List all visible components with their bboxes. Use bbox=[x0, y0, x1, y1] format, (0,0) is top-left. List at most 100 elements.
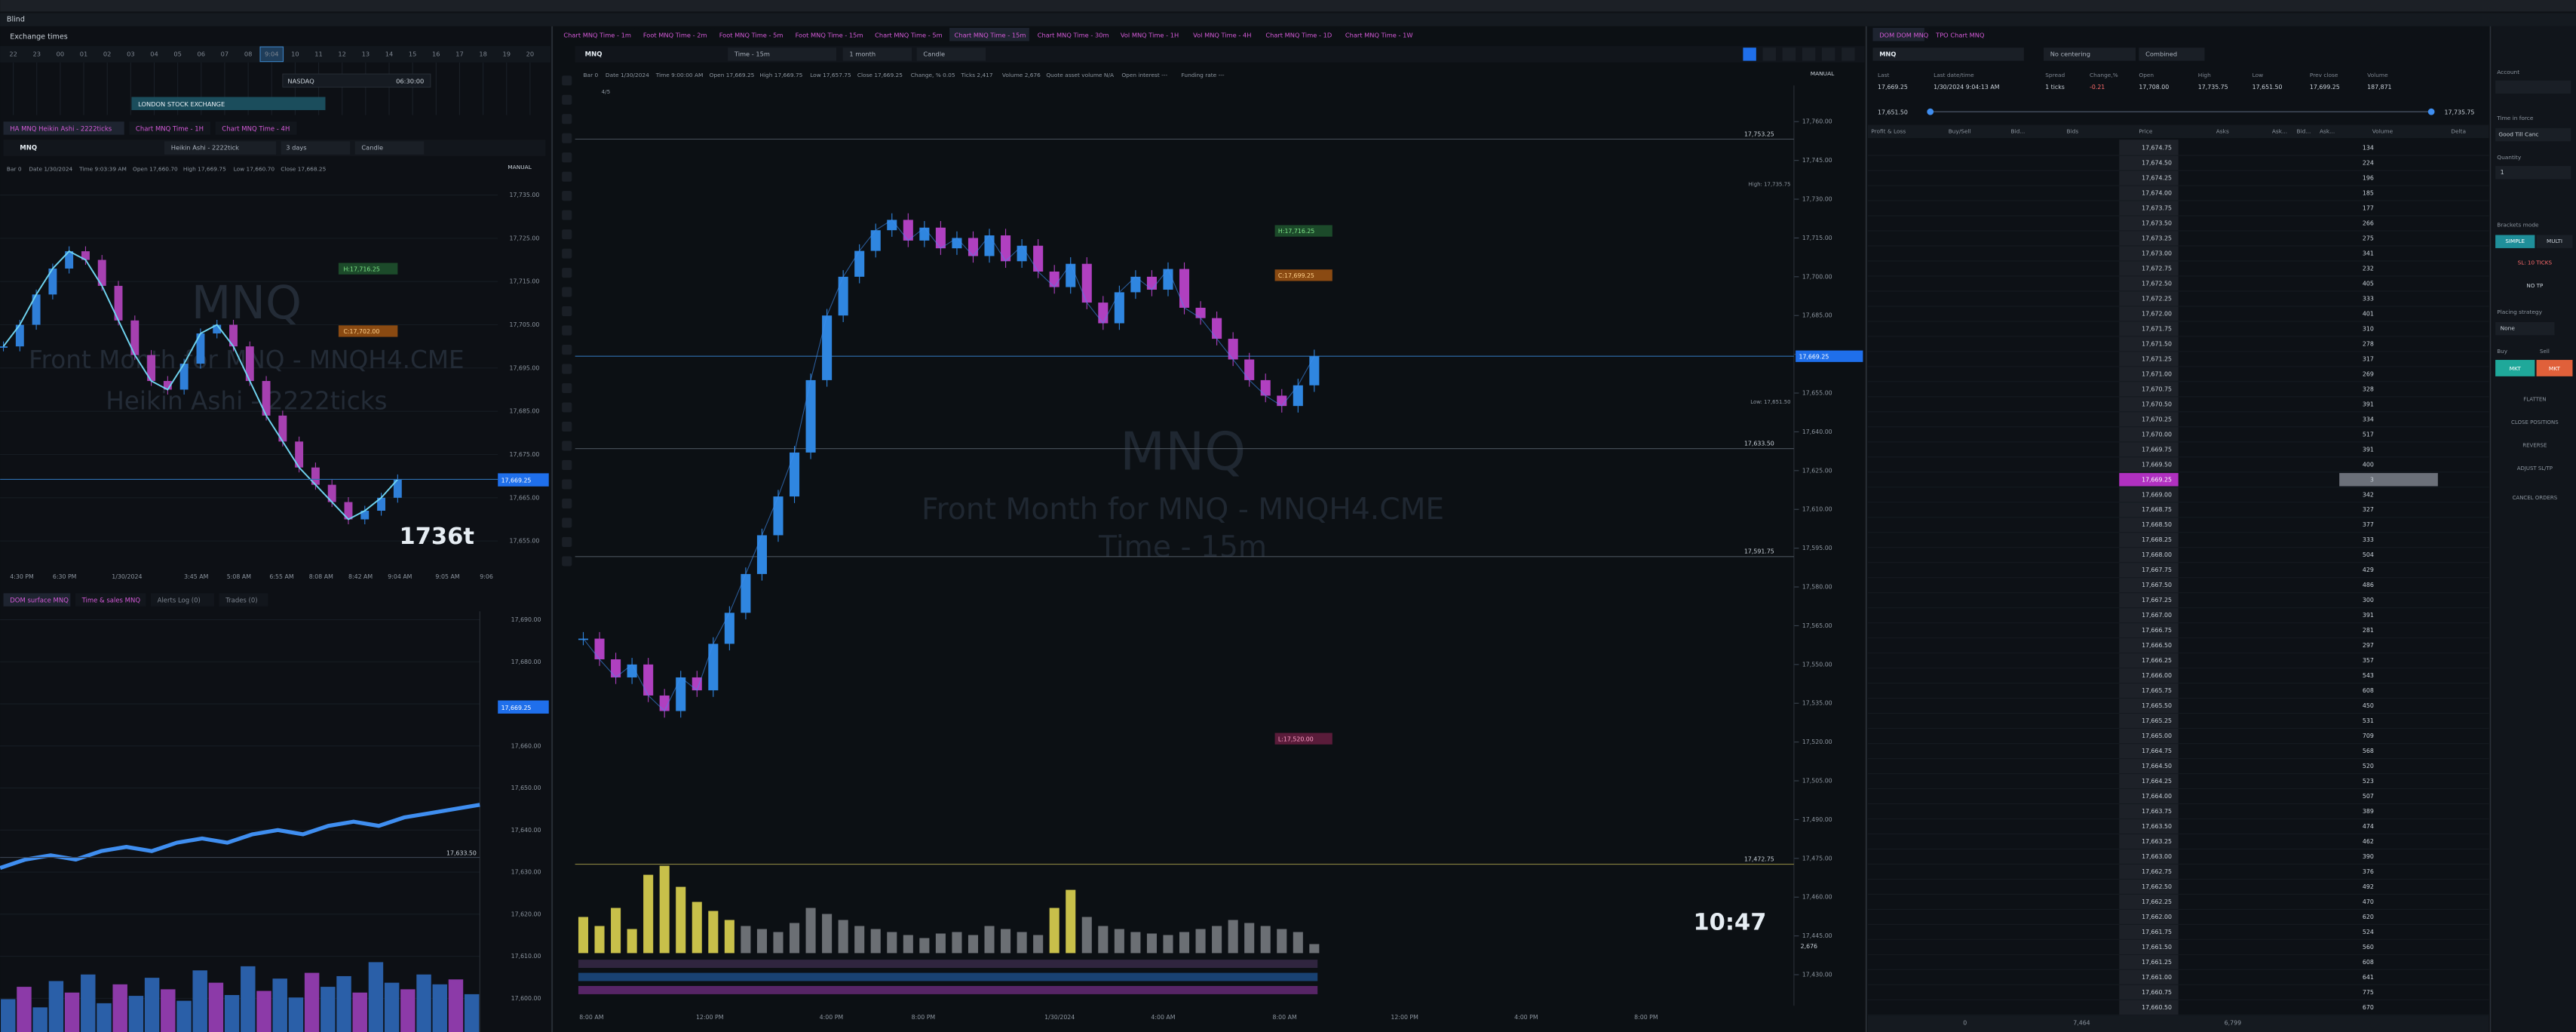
price-cell[interactable]: 17,662.00 bbox=[2142, 914, 2172, 920]
price-cell[interactable]: 17,666.50 bbox=[2142, 642, 2172, 649]
sell-market[interactable]: MKT bbox=[2549, 365, 2561, 372]
price-cell[interactable]: 17,667.25 bbox=[2142, 597, 2172, 604]
tab-label[interactable]: DOM DOM MNQ bbox=[1879, 31, 1929, 38]
price-cell[interactable]: 17,667.50 bbox=[2142, 582, 2172, 588]
bracket-multi[interactable] bbox=[2536, 235, 2573, 248]
tab-label[interactable]: DOM surface MNQ bbox=[10, 597, 69, 605]
tab-label[interactable]: Foot MNQ Time - 5m bbox=[719, 31, 784, 38]
price-cell[interactable]: 17,672.00 bbox=[2142, 310, 2172, 317]
tab[interactable] bbox=[219, 593, 268, 607]
price-cell[interactable]: 17,661.00 bbox=[2142, 974, 2172, 981]
dropdown[interactable] bbox=[728, 48, 836, 61]
tab-label[interactable]: Chart MNQ Time - 1D bbox=[1265, 31, 1332, 38]
price-cell[interactable]: 17,669.00 bbox=[2142, 491, 2172, 498]
drawing-tool[interactable] bbox=[562, 75, 572, 86]
price-cell[interactable]: 17,670.75 bbox=[2142, 385, 2172, 392]
price-cell[interactable]: 17,674.25 bbox=[2142, 175, 2172, 182]
dropdown[interactable] bbox=[916, 48, 986, 61]
price-cell[interactable]: 17,665.00 bbox=[2142, 733, 2172, 739]
price-cell[interactable]: 17,673.50 bbox=[2142, 220, 2172, 226]
toolbar-button[interactable] bbox=[1821, 48, 1835, 61]
mode[interactable]: Combined bbox=[2145, 50, 2177, 57]
price-cell[interactable]: 17,672.25 bbox=[2142, 295, 2172, 302]
drawing-tool[interactable] bbox=[562, 191, 572, 201]
buy-button[interactable] bbox=[2495, 360, 2535, 376]
tab[interactable] bbox=[869, 28, 946, 41]
tab[interactable] bbox=[558, 28, 635, 41]
bracket-simple[interactable] bbox=[2495, 235, 2535, 248]
tab-label[interactable]: Vol MNQ Time - 1H bbox=[1121, 31, 1179, 38]
tab-label[interactable]: Alerts Log (0) bbox=[158, 597, 201, 605]
dropdown[interactable] bbox=[2044, 48, 2136, 61]
period[interactable]: 1 month bbox=[849, 50, 876, 57]
action-button[interactable]: FLATTEN bbox=[2523, 396, 2546, 402]
bracket-option[interactable]: MULTI bbox=[2547, 238, 2562, 244]
tab-label[interactable]: Trades (0) bbox=[225, 597, 257, 605]
drawing-tool[interactable] bbox=[562, 382, 572, 394]
price-cell[interactable]: 17,668.25 bbox=[2142, 536, 2172, 543]
price-cell[interactable]: 17,665.75 bbox=[2142, 687, 2172, 694]
price-cell[interactable]: 17,662.50 bbox=[2142, 883, 2172, 890]
drawing-tool[interactable] bbox=[562, 556, 572, 567]
tab[interactable] bbox=[1188, 28, 1258, 41]
tab-label[interactable]: Chart MNQ Time - 1m bbox=[563, 31, 631, 38]
tab[interactable] bbox=[714, 28, 787, 41]
price-cell[interactable]: 17,671.25 bbox=[2142, 355, 2172, 362]
drawing-tool[interactable] bbox=[562, 479, 572, 490]
drawing-tool[interactable] bbox=[562, 229, 572, 240]
price-cell[interactable]: 17,660.50 bbox=[2142, 1004, 2172, 1011]
tab-label[interactable]: Foot MNQ Time - 2m bbox=[643, 31, 707, 38]
toolbar-button[interactable] bbox=[1782, 48, 1796, 61]
drawing-tool[interactable] bbox=[562, 345, 572, 355]
tab[interactable] bbox=[949, 28, 1029, 41]
price-cell[interactable]: 17,670.00 bbox=[2142, 431, 2172, 438]
tab[interactable] bbox=[1340, 28, 1417, 41]
price-cell[interactable]: 17,671.50 bbox=[2142, 340, 2172, 347]
price-cell[interactable]: 17,671.00 bbox=[2142, 370, 2172, 377]
symbol[interactable]: MNQ bbox=[1879, 50, 1896, 57]
strategy-value[interactable]: None bbox=[2501, 325, 2516, 332]
price-cell[interactable]: 17,668.50 bbox=[2142, 521, 2172, 528]
style[interactable]: Candle bbox=[361, 144, 383, 152]
price-cell[interactable]: 17,661.50 bbox=[2142, 944, 2172, 951]
stop-loss[interactable]: SL: 10 TICKS bbox=[2518, 260, 2553, 266]
tab-label[interactable]: Time & sales MNQ bbox=[81, 597, 141, 605]
price-cell[interactable]: 17,665.50 bbox=[2142, 702, 2172, 709]
drawing-tool[interactable] bbox=[562, 536, 572, 547]
price-cell[interactable]: 17,672.75 bbox=[2142, 265, 2172, 272]
drawing-tool[interactable] bbox=[562, 133, 572, 143]
dropdown[interactable] bbox=[354, 141, 425, 155]
toolbar-button[interactable] bbox=[1802, 48, 1816, 61]
dropdown[interactable] bbox=[842, 48, 912, 61]
quantity-value[interactable]: 1 bbox=[2501, 169, 2504, 176]
tab-label[interactable]: Chart MNQ Time - 1W bbox=[1345, 31, 1413, 38]
tab[interactable] bbox=[1032, 28, 1112, 41]
take-profit[interactable]: NO TP bbox=[2526, 282, 2544, 289]
price-cell[interactable]: 17,674.00 bbox=[2142, 190, 2172, 197]
drawing-tool[interactable] bbox=[562, 518, 572, 528]
price-cell[interactable]: 17,669.25 bbox=[2142, 476, 2172, 483]
tab[interactable] bbox=[129, 121, 211, 135]
tab[interactable] bbox=[1260, 28, 1337, 41]
drawing-tool[interactable] bbox=[562, 306, 572, 317]
price-cell[interactable]: 17,667.00 bbox=[2142, 612, 2172, 619]
price-cell[interactable]: 17,664.25 bbox=[2142, 778, 2172, 785]
centering[interactable]: No centering bbox=[2050, 50, 2090, 57]
tab[interactable] bbox=[790, 28, 867, 41]
price-cell[interactable]: 17,664.00 bbox=[2142, 793, 2172, 800]
tab[interactable] bbox=[215, 121, 297, 135]
drawing-tool[interactable] bbox=[562, 210, 572, 220]
price-cell[interactable]: 17,668.00 bbox=[2142, 551, 2172, 558]
price-cell[interactable]: 17,662.25 bbox=[2142, 898, 2172, 905]
price-cell[interactable]: 17,674.75 bbox=[2142, 145, 2172, 152]
drawing-tool[interactable] bbox=[562, 459, 572, 471]
tab-label[interactable]: Chart MNQ Time - 15m bbox=[955, 31, 1026, 38]
tab[interactable] bbox=[1872, 28, 1924, 41]
buy-market[interactable]: MKT bbox=[2510, 365, 2522, 372]
tab-label[interactable]: Chart MNQ Time - 1H bbox=[136, 125, 204, 133]
price-cell[interactable]: 17,673.75 bbox=[2142, 204, 2172, 211]
drawing-tool[interactable] bbox=[562, 94, 572, 105]
drawing-tool[interactable] bbox=[562, 152, 572, 163]
dropdown[interactable] bbox=[164, 141, 277, 155]
price-cell[interactable]: 17,667.75 bbox=[2142, 567, 2172, 573]
